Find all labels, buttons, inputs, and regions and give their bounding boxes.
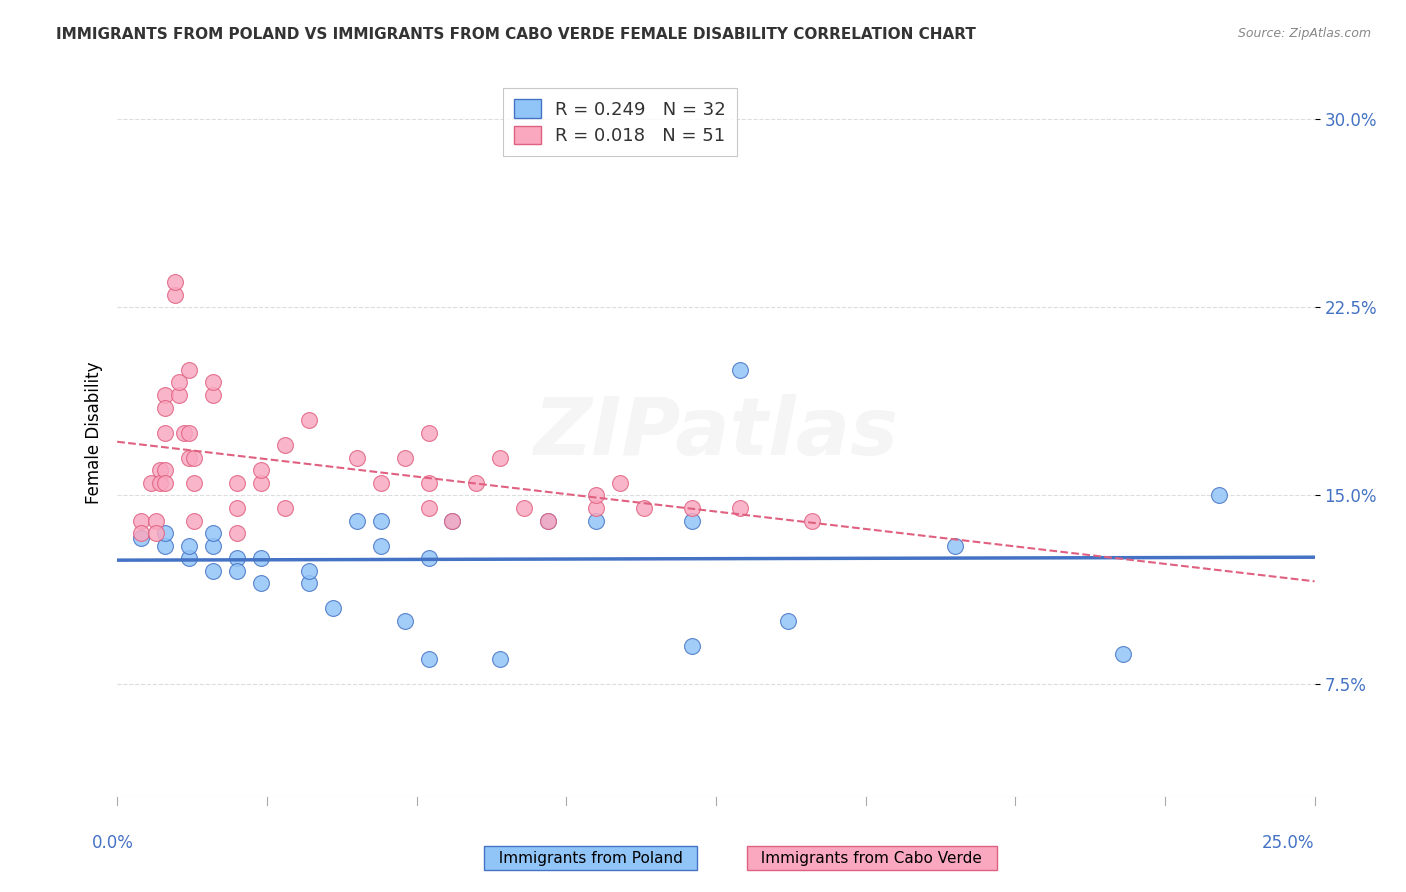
- Point: [298, 564, 321, 578]
- Point: [177, 450, 200, 465]
- Point: [226, 564, 249, 578]
- Point: [250, 576, 273, 591]
- Point: [298, 413, 321, 427]
- Point: [153, 539, 176, 553]
- Point: [250, 463, 273, 477]
- Point: [153, 401, 176, 415]
- Point: [201, 388, 224, 402]
- Point: [728, 500, 751, 515]
- Point: [250, 475, 273, 490]
- Point: [163, 275, 186, 289]
- Point: [145, 526, 167, 541]
- Point: [1112, 647, 1135, 661]
- Point: [465, 475, 488, 490]
- Point: [226, 500, 249, 515]
- Point: [394, 614, 416, 628]
- Point: [153, 526, 176, 541]
- Point: [585, 500, 607, 515]
- Point: [201, 539, 224, 553]
- Text: IMMIGRANTS FROM POLAND VS IMMIGRANTS FROM CABO VERDE FEMALE DISABILITY CORRELATI: IMMIGRANTS FROM POLAND VS IMMIGRANTS FRO…: [56, 27, 976, 42]
- Point: [183, 450, 205, 465]
- Point: [183, 475, 205, 490]
- Point: [129, 526, 152, 541]
- Point: [681, 514, 703, 528]
- Point: [585, 514, 607, 528]
- Point: [681, 639, 703, 653]
- Text: ZIPatlas: ZIPatlas: [533, 393, 898, 472]
- Point: [346, 514, 368, 528]
- Point: [322, 601, 344, 615]
- Point: [800, 514, 823, 528]
- Point: [274, 438, 297, 452]
- Point: [489, 450, 512, 465]
- Point: [346, 450, 368, 465]
- Point: [153, 425, 176, 440]
- Point: [370, 539, 392, 553]
- Point: [537, 514, 560, 528]
- Point: [537, 514, 560, 528]
- Point: [177, 539, 200, 553]
- Point: [418, 551, 440, 566]
- Point: [585, 488, 607, 502]
- Text: Source: ZipAtlas.com: Source: ZipAtlas.com: [1237, 27, 1371, 40]
- Point: [169, 376, 191, 390]
- Point: [943, 539, 966, 553]
- Point: [298, 576, 321, 591]
- Point: [633, 500, 655, 515]
- Point: [274, 500, 297, 515]
- Point: [418, 500, 440, 515]
- Point: [201, 526, 224, 541]
- Point: [1208, 488, 1230, 502]
- Point: [201, 564, 224, 578]
- Point: [370, 514, 392, 528]
- Point: [153, 388, 176, 402]
- Point: [418, 475, 440, 490]
- Point: [173, 425, 195, 440]
- Point: [226, 551, 249, 566]
- Point: [513, 500, 536, 515]
- Point: [177, 551, 200, 566]
- Point: [149, 475, 172, 490]
- Point: [441, 514, 464, 528]
- Point: [418, 425, 440, 440]
- Point: [149, 463, 172, 477]
- Point: [139, 475, 162, 490]
- Point: [169, 388, 191, 402]
- Point: [153, 463, 176, 477]
- Point: [489, 651, 512, 665]
- Point: [177, 425, 200, 440]
- Point: [177, 363, 200, 377]
- Point: [728, 363, 751, 377]
- Point: [183, 514, 205, 528]
- Point: [776, 614, 799, 628]
- Point: [681, 500, 703, 515]
- Point: [250, 551, 273, 566]
- Legend: R = 0.249   N = 32, R = 0.018   N = 51: R = 0.249 N = 32, R = 0.018 N = 51: [503, 88, 737, 156]
- Point: [370, 475, 392, 490]
- Point: [394, 450, 416, 465]
- Point: [201, 376, 224, 390]
- Point: [129, 514, 152, 528]
- Point: [129, 531, 152, 545]
- Point: [226, 475, 249, 490]
- Text: 25.0%: 25.0%: [1263, 834, 1315, 852]
- Point: [226, 526, 249, 541]
- Point: [441, 514, 464, 528]
- Text: Immigrants from Poland: Immigrants from Poland: [489, 851, 692, 865]
- Point: [609, 475, 631, 490]
- Point: [153, 475, 176, 490]
- Point: [418, 651, 440, 665]
- Point: [145, 514, 167, 528]
- Text: 0.0%: 0.0%: [91, 834, 134, 852]
- Y-axis label: Female Disability: Female Disability: [86, 361, 103, 504]
- Text: Immigrants from Cabo Verde: Immigrants from Cabo Verde: [751, 851, 993, 865]
- Point: [163, 287, 186, 301]
